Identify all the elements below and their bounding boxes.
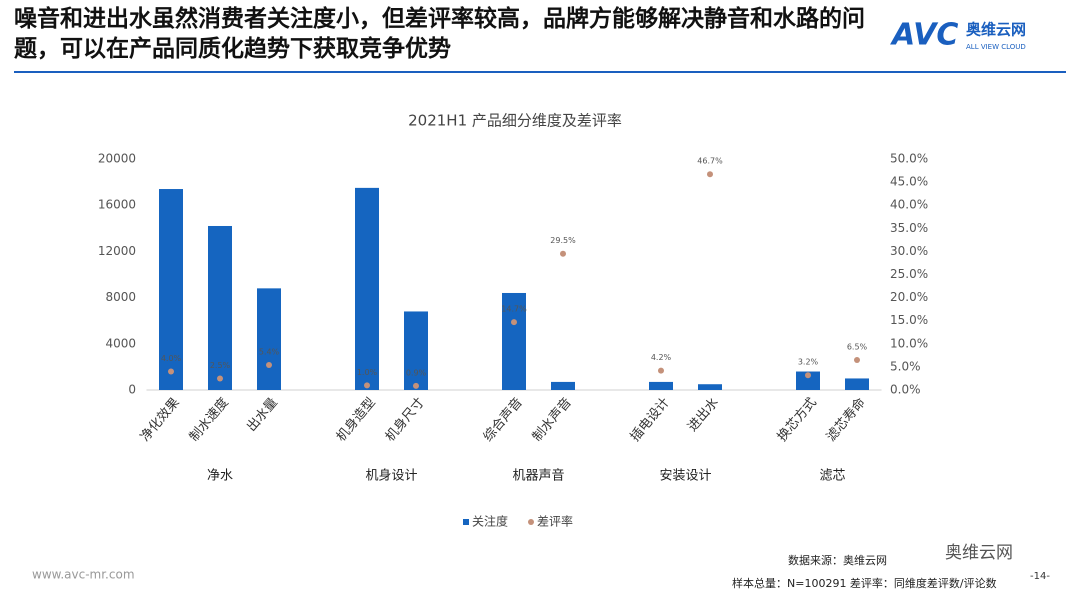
value-label: 5.4% — [259, 348, 280, 357]
value-label: 29.5% — [550, 236, 576, 245]
point — [511, 319, 517, 326]
logo-cn: 奥维云网 — [966, 21, 1026, 39]
page-number: -14- — [1030, 571, 1050, 582]
point — [658, 367, 664, 374]
value-label: 14.7% — [501, 305, 527, 314]
group-label: 机器声音 — [512, 468, 564, 484]
y-tick-label: 0 — [128, 383, 136, 397]
y2-tick-label: 45.0% — [890, 175, 928, 189]
bar — [355, 187, 379, 390]
source: 数据来源：奥维云网 — [788, 553, 887, 567]
point — [854, 356, 860, 363]
point — [266, 362, 272, 369]
value-label: 0.9% — [406, 368, 427, 377]
point — [707, 171, 713, 178]
group-label: 净水 — [207, 469, 233, 484]
group-label: 机身设计 — [365, 468, 417, 484]
bar — [159, 189, 183, 390]
value-label: 4.0% — [161, 354, 182, 363]
slide-title: 噪音和进出水虽然消费者关注度小，但差评率较高，品牌方能够解决静音和水路的问题，可… — [14, 6, 865, 62]
legend-swatch — [528, 519, 534, 525]
bar — [551, 381, 575, 390]
y-tick-label: 20000 — [98, 152, 136, 166]
point — [560, 250, 566, 257]
y2-tick-label: 20.0% — [890, 290, 928, 304]
chart-title: 2021H1 产品细分维度及差评率 — [408, 112, 622, 130]
bar — [845, 378, 869, 390]
wechat-mark: 奥维云网 — [945, 543, 1013, 563]
value-label: 2.5% — [210, 361, 231, 370]
logo: AVC — [890, 18, 958, 53]
legend-swatch — [463, 519, 469, 525]
y2-tick-label: 15.0% — [890, 313, 928, 327]
bar — [698, 384, 722, 390]
point — [217, 375, 223, 382]
y2-tick-label: 35.0% — [890, 221, 928, 235]
y2-tick-label: 30.0% — [890, 244, 928, 258]
point — [805, 372, 811, 379]
group-label: 安装设计 — [659, 469, 711, 484]
note: 样本总量：N=100291 差评率：同维度差评数/评论数 — [732, 576, 997, 590]
y-tick-label: 16000 — [98, 198, 136, 212]
point — [413, 382, 419, 389]
value-label: 6.5% — [847, 342, 868, 351]
legend-label: 关注度 — [472, 514, 508, 529]
bar — [257, 288, 281, 390]
value-label: 1.0% — [357, 368, 378, 377]
y2-tick-label: 25.0% — [890, 267, 928, 281]
bar — [796, 371, 820, 390]
value-label: 4.2% — [651, 353, 672, 362]
y2-tick-label: 0.0% — [890, 383, 921, 397]
legend-label: 差评率 — [537, 514, 573, 529]
y2-tick-label: 40.0% — [890, 198, 928, 212]
y2-tick-label: 50.0% — [890, 152, 928, 166]
group-label: 滤芯 — [819, 469, 845, 484]
title-box: 噪音和进出水虽然消费者关注度小，但差评率较高，品牌方能够解决静音和水路的问题，可… — [14, 6, 865, 62]
y-tick-label: 8000 — [105, 290, 136, 304]
bar — [502, 292, 526, 390]
bar — [404, 311, 428, 390]
point — [364, 382, 370, 389]
y-tick-label: 4000 — [105, 336, 136, 350]
website: www.avc-mr.com — [32, 568, 135, 582]
value-label: 46.7% — [697, 157, 723, 166]
value-label: 3.2% — [798, 358, 819, 367]
y-tick-label: 12000 — [98, 244, 136, 258]
y2-tick-label: 5.0% — [890, 359, 921, 373]
logo-en: ALL VIEW CLOUD — [966, 43, 1026, 51]
bar — [208, 225, 232, 390]
y2-tick-label: 10.0% — [890, 336, 928, 350]
bar — [649, 381, 673, 390]
point — [168, 368, 174, 375]
